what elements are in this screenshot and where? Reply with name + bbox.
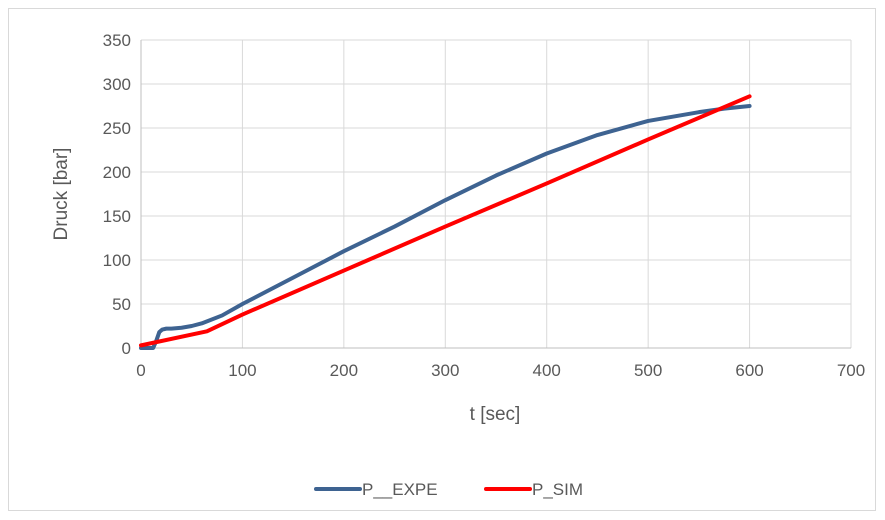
series-lines	[139, 94, 752, 350]
x-tick-label: 600	[735, 361, 763, 380]
y-tick-label: 300	[103, 75, 131, 94]
y-tick-label: 350	[103, 31, 131, 50]
y-tick-label: 50	[112, 295, 131, 314]
legend-label-p-expe: P__EXPE	[362, 480, 438, 499]
x-tick-label: 200	[330, 361, 358, 380]
y-tick-label: 100	[103, 251, 131, 270]
tick-labels: 0 50 100 150 200 250 300 350 0 100 200 300 400 500 600…	[103, 31, 866, 380]
legend-label-p-sim: P_SIM	[532, 480, 583, 499]
x-tick-label: 500	[634, 361, 662, 380]
x-tick-label: 100	[228, 361, 256, 380]
y-axis-title: Druck [bar]	[51, 148, 72, 241]
series-line-p-sim	[139, 94, 752, 348]
y-tick-label: 0	[122, 339, 131, 358]
y-tick-label: 200	[103, 163, 131, 182]
legend: P__EXPE P_SIM	[314, 480, 583, 499]
x-axis-title: t [sec]	[470, 404, 521, 425]
axes	[140, 40, 851, 349]
x-tick-label: 300	[431, 361, 459, 380]
y-tick-label: 250	[103, 119, 131, 138]
x-tick-label: 400	[533, 361, 561, 380]
y-tick-label: 150	[103, 207, 131, 226]
series-line-p-expe	[139, 104, 752, 350]
x-tick-label: 700	[837, 361, 865, 380]
grid-lines	[141, 39, 852, 348]
x-tick-label: 0	[136, 361, 145, 380]
